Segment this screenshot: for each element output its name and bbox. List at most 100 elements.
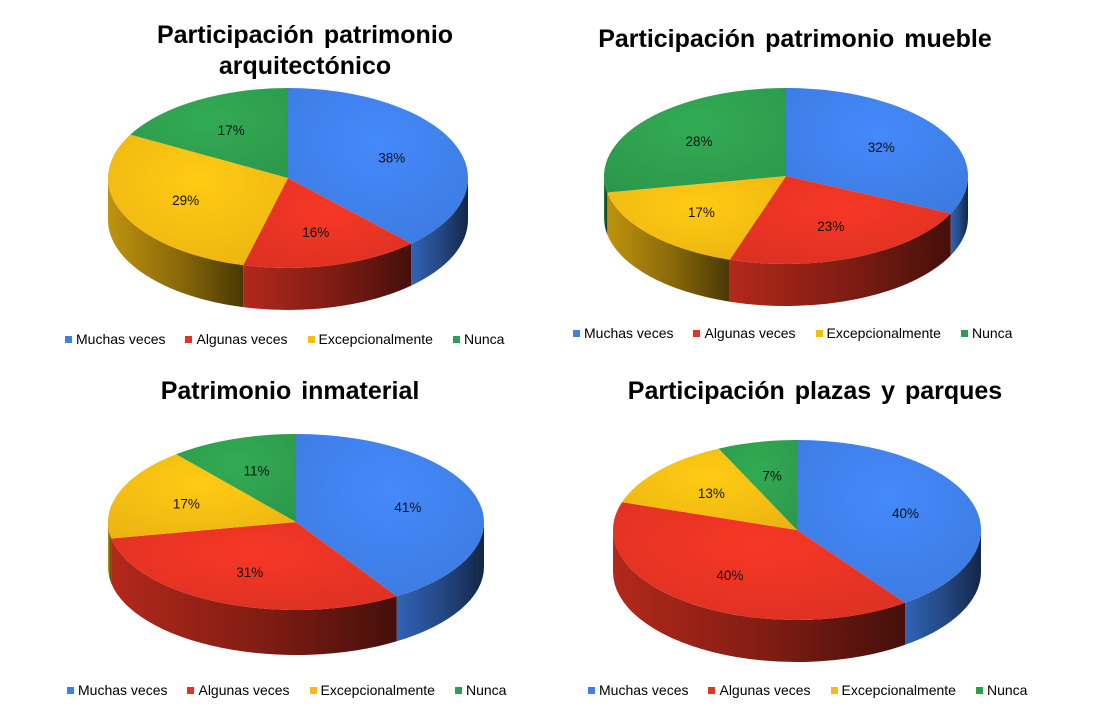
chart-title: Participación patrimonio mueble xyxy=(598,25,992,53)
slice-labels: 41% 31% 17% 11% xyxy=(173,464,422,580)
slice-label-muchas-veces: 41% xyxy=(394,500,421,515)
slice-label-excepcionalmente: 13% xyxy=(698,486,725,501)
legend: Muchas veces Algunas veces Excepcionalment… xyxy=(65,331,504,347)
pie-slice-nunca xyxy=(176,434,296,522)
legend-swatch xyxy=(65,335,72,343)
legend-label: Muchas veces xyxy=(76,331,166,347)
legend-item-nunca: Nunca xyxy=(452,331,505,347)
legend-swatch xyxy=(975,686,983,694)
legend: Muchas veces Algunas veces Excepcionalment… xyxy=(67,682,506,698)
legend-item-excepcionalmente: Excepcionalmente xyxy=(830,682,956,698)
slice-label-muchas-veces: 32% xyxy=(868,140,895,155)
legend-label: Muchas veces xyxy=(78,682,168,698)
slice-label-nunca: 7% xyxy=(762,469,782,484)
pie-side-walls xyxy=(604,176,968,306)
pie-slice-nunca xyxy=(718,440,797,530)
legend-item-excepcionalmente: Excepcionalmente xyxy=(307,331,433,347)
legend-swatch xyxy=(452,335,460,343)
slice-label-algunas-veces: 40% xyxy=(716,568,743,583)
legend-swatch xyxy=(307,335,315,343)
pie-side-muchas-veces xyxy=(411,178,468,286)
slice-labels: 38% 16% 29% 17% xyxy=(172,123,405,240)
chart-title: Patrimonio inmaterial xyxy=(160,377,420,405)
pie-side-excepcionalmente xyxy=(108,178,244,308)
slice-label-algunas-veces: 31% xyxy=(236,565,263,580)
pie-slice-muchas-veces xyxy=(797,440,981,603)
pie-slice-excepcionalmente xyxy=(622,448,797,530)
legend-swatch xyxy=(185,335,193,343)
pie-side-walls xyxy=(108,522,484,655)
legend-label: Nunca xyxy=(986,682,1028,698)
pie-slice-nunca xyxy=(603,88,786,193)
legend-item-algunas-veces: Algunas veces xyxy=(708,682,811,698)
slice-label-nunca: 28% xyxy=(686,134,713,149)
legend-item-muchas-veces: Muchas veces xyxy=(67,682,167,698)
legend-swatch xyxy=(309,686,317,694)
legend-label: Algunas veces xyxy=(704,325,796,341)
pie-slices xyxy=(107,434,484,610)
legend-label: Excepcionalmente xyxy=(318,331,433,347)
pie-side-excepcionalmente xyxy=(607,192,730,302)
legend-item-nunca: Nunca xyxy=(960,325,1012,341)
legend-item-algunas-veces: Algunas veces xyxy=(693,325,796,341)
legend-item-muchas-veces: Muchas veces xyxy=(588,682,688,698)
legend-label: Nunca xyxy=(463,331,505,347)
pie-side-muchas-veces xyxy=(396,522,484,642)
chart-title: Participación plazas y parques xyxy=(627,377,1003,405)
pie-slice-algunas-veces xyxy=(111,522,397,610)
legend-item-muchas-veces: Muchas veces xyxy=(573,325,673,341)
slice-label-excepcionalmente: 17% xyxy=(173,497,200,512)
pie-side-algunas-veces xyxy=(111,538,397,655)
slice-label-algunas-veces: 16% xyxy=(302,225,329,240)
slice-label-nunca: 11% xyxy=(244,464,270,479)
pie-slices xyxy=(108,88,469,268)
pie-slice-excepcionalmente xyxy=(107,454,296,539)
pie-side-nunca xyxy=(604,176,608,235)
legend-item-muchas-veces: Muchas veces xyxy=(65,331,165,347)
pie-side-muchas-veces xyxy=(950,176,968,256)
pie-side-excepcionalmente xyxy=(108,522,112,584)
legend-swatch xyxy=(830,686,838,694)
pie-slice-excepcionalmente xyxy=(108,134,289,266)
legend-swatch xyxy=(815,329,823,337)
pie-slice-algunas-veces xyxy=(613,502,906,620)
legend-label: Excepcionalmente xyxy=(826,325,941,341)
slice-labels: 32% 23% 17% 28% xyxy=(686,134,895,234)
pie-side-algunas-veces xyxy=(243,243,412,310)
legend-swatch xyxy=(708,686,716,694)
legend-label: Nunca xyxy=(465,682,507,698)
legend-swatch xyxy=(187,686,195,694)
pie-slice-muchas-veces xyxy=(786,88,968,214)
legend-swatch xyxy=(67,686,74,694)
pie-side-algunas-veces xyxy=(729,213,951,306)
slice-label-excepcionalmente: 17% xyxy=(688,205,715,220)
legend-swatch xyxy=(588,686,595,694)
slice-label-muchas-veces: 38% xyxy=(378,150,405,165)
pie-slice-muchas-veces xyxy=(296,434,484,597)
pie-side-walls xyxy=(108,178,468,310)
pie-slice-excepcionalmente xyxy=(607,176,786,260)
legend-item-nunca: Nunca xyxy=(975,682,1028,698)
legend-label: Excepcionalmente xyxy=(841,682,956,698)
slice-label-muchas-veces: 40% xyxy=(892,506,919,521)
slice-label-algunas-veces: 23% xyxy=(817,219,844,234)
legend-item-algunas-veces: Algunas veces xyxy=(187,682,290,698)
legend: Muchas veces Algunas veces Excepcionalment… xyxy=(573,325,1012,341)
legend-item-excepcionalmente: Excepcionalmente xyxy=(309,682,435,698)
legend-label: Algunas veces xyxy=(198,682,290,698)
pie-slice-algunas-veces xyxy=(729,176,951,264)
pie-slice-algunas-veces xyxy=(243,178,412,268)
legend-label: Muchas veces xyxy=(584,325,674,341)
legend: Muchas veces Algunas veces Excepcionalment… xyxy=(588,682,1027,698)
legend-label: Muchas veces xyxy=(599,682,689,698)
legend-label: Excepcionalmente xyxy=(320,682,435,698)
legend-swatch xyxy=(960,329,968,337)
pie-slice-muchas-veces xyxy=(288,88,469,244)
legend-label: Algunas veces xyxy=(719,682,811,698)
pie-side-walls xyxy=(613,530,981,662)
slice-label-nunca: 17% xyxy=(218,123,245,138)
